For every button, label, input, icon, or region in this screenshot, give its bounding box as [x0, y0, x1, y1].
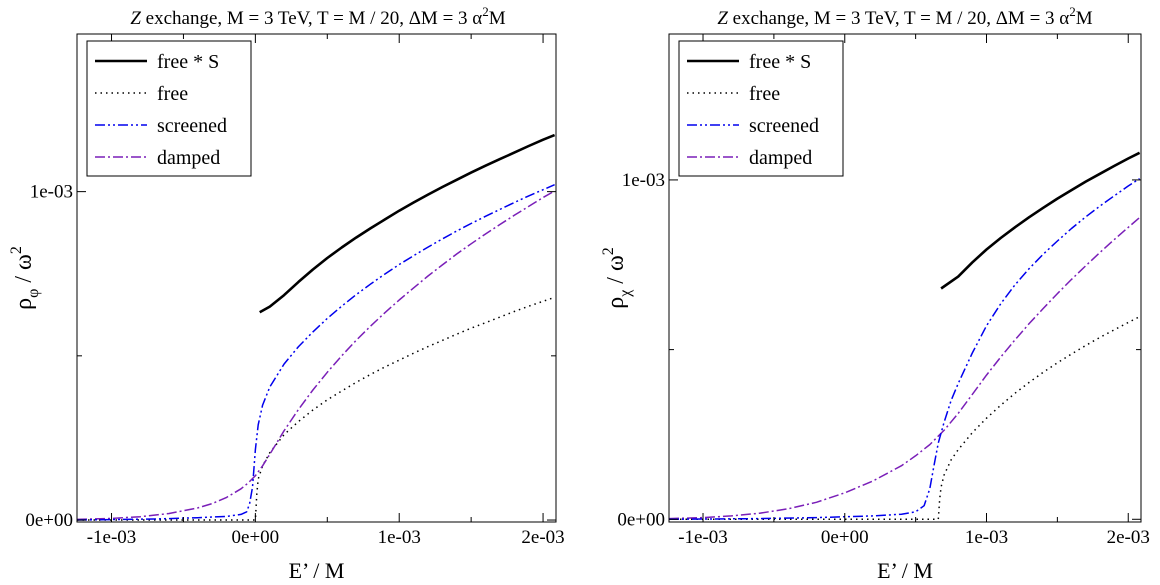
- y-axis-label: ρχ / ω2: [600, 247, 634, 309]
- x-tick-label: 1e-03: [965, 527, 1008, 548]
- x-tick-label: 0e+00: [821, 527, 869, 548]
- right-panel: Z exchange, M = 3 TeV, T = M / 20, ΔM = …: [600, 4, 1150, 583]
- legend: free * S free screened damped: [678, 40, 844, 177]
- y-axis-label: ρφ / ω2: [8, 246, 42, 310]
- series-line-free-s: [940, 151, 1141, 290]
- series-line-damped: [77, 190, 555, 521]
- legend-entry: screened: [749, 115, 819, 137]
- plot-frame: [668, 33, 1142, 523]
- x-tick-label: 1e-03: [378, 527, 421, 548]
- legend-box: [86, 40, 252, 177]
- series-line-free-s: [259, 133, 556, 314]
- series-line-free: [669, 316, 1140, 521]
- series-line-screened: [669, 177, 1141, 521]
- legend-entry: damped: [749, 147, 812, 169]
- x-tick-label: 2e-03: [1107, 527, 1150, 548]
- x-tick-label: 2e-03: [521, 527, 564, 548]
- legend-entry: free * S: [749, 51, 811, 73]
- y-tick-label: 1e-03: [30, 182, 73, 203]
- y-tick-label: 0e+00: [25, 510, 73, 531]
- legend-entry: damped: [157, 147, 220, 169]
- x-axis-label: E’ / M: [877, 558, 933, 583]
- legend-entry: free: [749, 83, 780, 105]
- series-group: [77, 133, 556, 521]
- legend-box: [678, 40, 844, 177]
- plot-frame: [76, 33, 557, 523]
- series-group: [669, 151, 1141, 521]
- legend-entry: free * S: [157, 51, 219, 73]
- x-tick-label: -1e-03: [678, 527, 728, 548]
- y-tick-label: 0e+00: [617, 509, 665, 530]
- series-line-free: [77, 296, 555, 521]
- legend-entry: screened: [157, 115, 227, 137]
- chart-title: Z exchange, M = 3 TeV, T = M / 20, ΔM = …: [717, 4, 1092, 29]
- chart-title: Z exchange, M = 3 TeV, T = M / 20, ΔM = …: [130, 4, 505, 29]
- y-tick-label: 1e-03: [622, 170, 665, 191]
- x-tick-label: -1e-03: [87, 527, 137, 548]
- left-panel: Z exchange, M = 3 TeV, T = M / 20, ΔM = …: [8, 4, 565, 583]
- x-axis-label: E’ / M: [289, 558, 345, 583]
- series-line-damped: [669, 217, 1141, 520]
- legend: free * S free screened damped: [86, 40, 252, 177]
- series-line-screened: [77, 184, 555, 521]
- x-tick-label: 0e+00: [232, 527, 280, 548]
- legend-entry: free: [157, 83, 188, 105]
